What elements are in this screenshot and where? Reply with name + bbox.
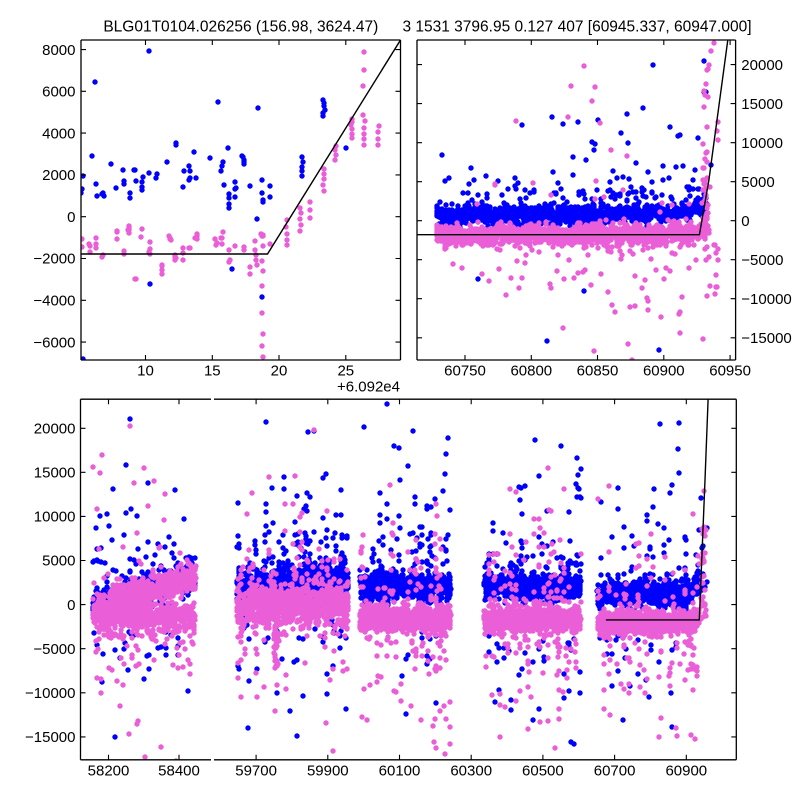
svg-text:0: 0 — [67, 597, 75, 614]
svg-text:60300: 60300 — [450, 762, 492, 779]
svg-text:−4000: −4000 — [33, 293, 75, 310]
svg-text:6000: 6000 — [42, 84, 75, 101]
svg-text:60500: 60500 — [522, 762, 564, 779]
svg-text:60900: 60900 — [665, 762, 707, 779]
svg-text:−10000: −10000 — [741, 291, 791, 308]
svg-text:BLG01T0104.026256 (156.98, 362: BLG01T0104.026256 (156.98, 3624.47) — [103, 18, 378, 35]
svg-text:−15000: −15000 — [741, 330, 791, 347]
svg-text:60800: 60800 — [510, 363, 552, 380]
svg-text:4000: 4000 — [42, 125, 75, 142]
svg-text:60700: 60700 — [594, 762, 636, 779]
svg-text:59900: 59900 — [307, 762, 349, 779]
svg-text:60750: 60750 — [444, 363, 486, 380]
svg-text:10000: 10000 — [34, 509, 76, 526]
svg-text:60950: 60950 — [709, 363, 751, 380]
svg-text:20000: 20000 — [34, 421, 76, 438]
svg-text:0: 0 — [741, 213, 749, 230]
svg-text:20000: 20000 — [741, 57, 783, 74]
svg-text:3 1531 3796.95 0.127 407 [6094: 3 1531 3796.95 0.127 407 [60945.337, 609… — [402, 18, 751, 35]
svg-text:15000: 15000 — [741, 96, 783, 113]
svg-text:58200: 58200 — [88, 762, 130, 779]
svg-text:25: 25 — [337, 363, 354, 380]
svg-text:5000: 5000 — [741, 174, 774, 191]
svg-text:59700: 59700 — [235, 762, 277, 779]
svg-text:60900: 60900 — [643, 363, 685, 380]
svg-text:60850: 60850 — [577, 363, 619, 380]
svg-text:−5000: −5000 — [741, 252, 783, 269]
svg-text:+6.092e4: +6.092e4 — [337, 379, 400, 396]
svg-text:2000: 2000 — [42, 167, 75, 184]
svg-text:15000: 15000 — [34, 465, 76, 482]
svg-text:60100: 60100 — [379, 762, 421, 779]
svg-text:−10000: −10000 — [25, 685, 75, 702]
svg-text:5000: 5000 — [42, 553, 75, 570]
svg-text:8000: 8000 — [42, 42, 75, 59]
svg-text:−6000: −6000 — [33, 334, 75, 351]
svg-text:15: 15 — [204, 363, 221, 380]
svg-text:20: 20 — [271, 363, 288, 380]
svg-text:10: 10 — [137, 363, 154, 380]
svg-text:−2000: −2000 — [33, 251, 75, 268]
svg-text:58400: 58400 — [158, 762, 200, 779]
svg-text:−15000: −15000 — [25, 729, 75, 746]
svg-text:0: 0 — [67, 209, 75, 226]
svg-text:10000: 10000 — [741, 135, 783, 152]
svg-text:−5000: −5000 — [33, 641, 75, 658]
